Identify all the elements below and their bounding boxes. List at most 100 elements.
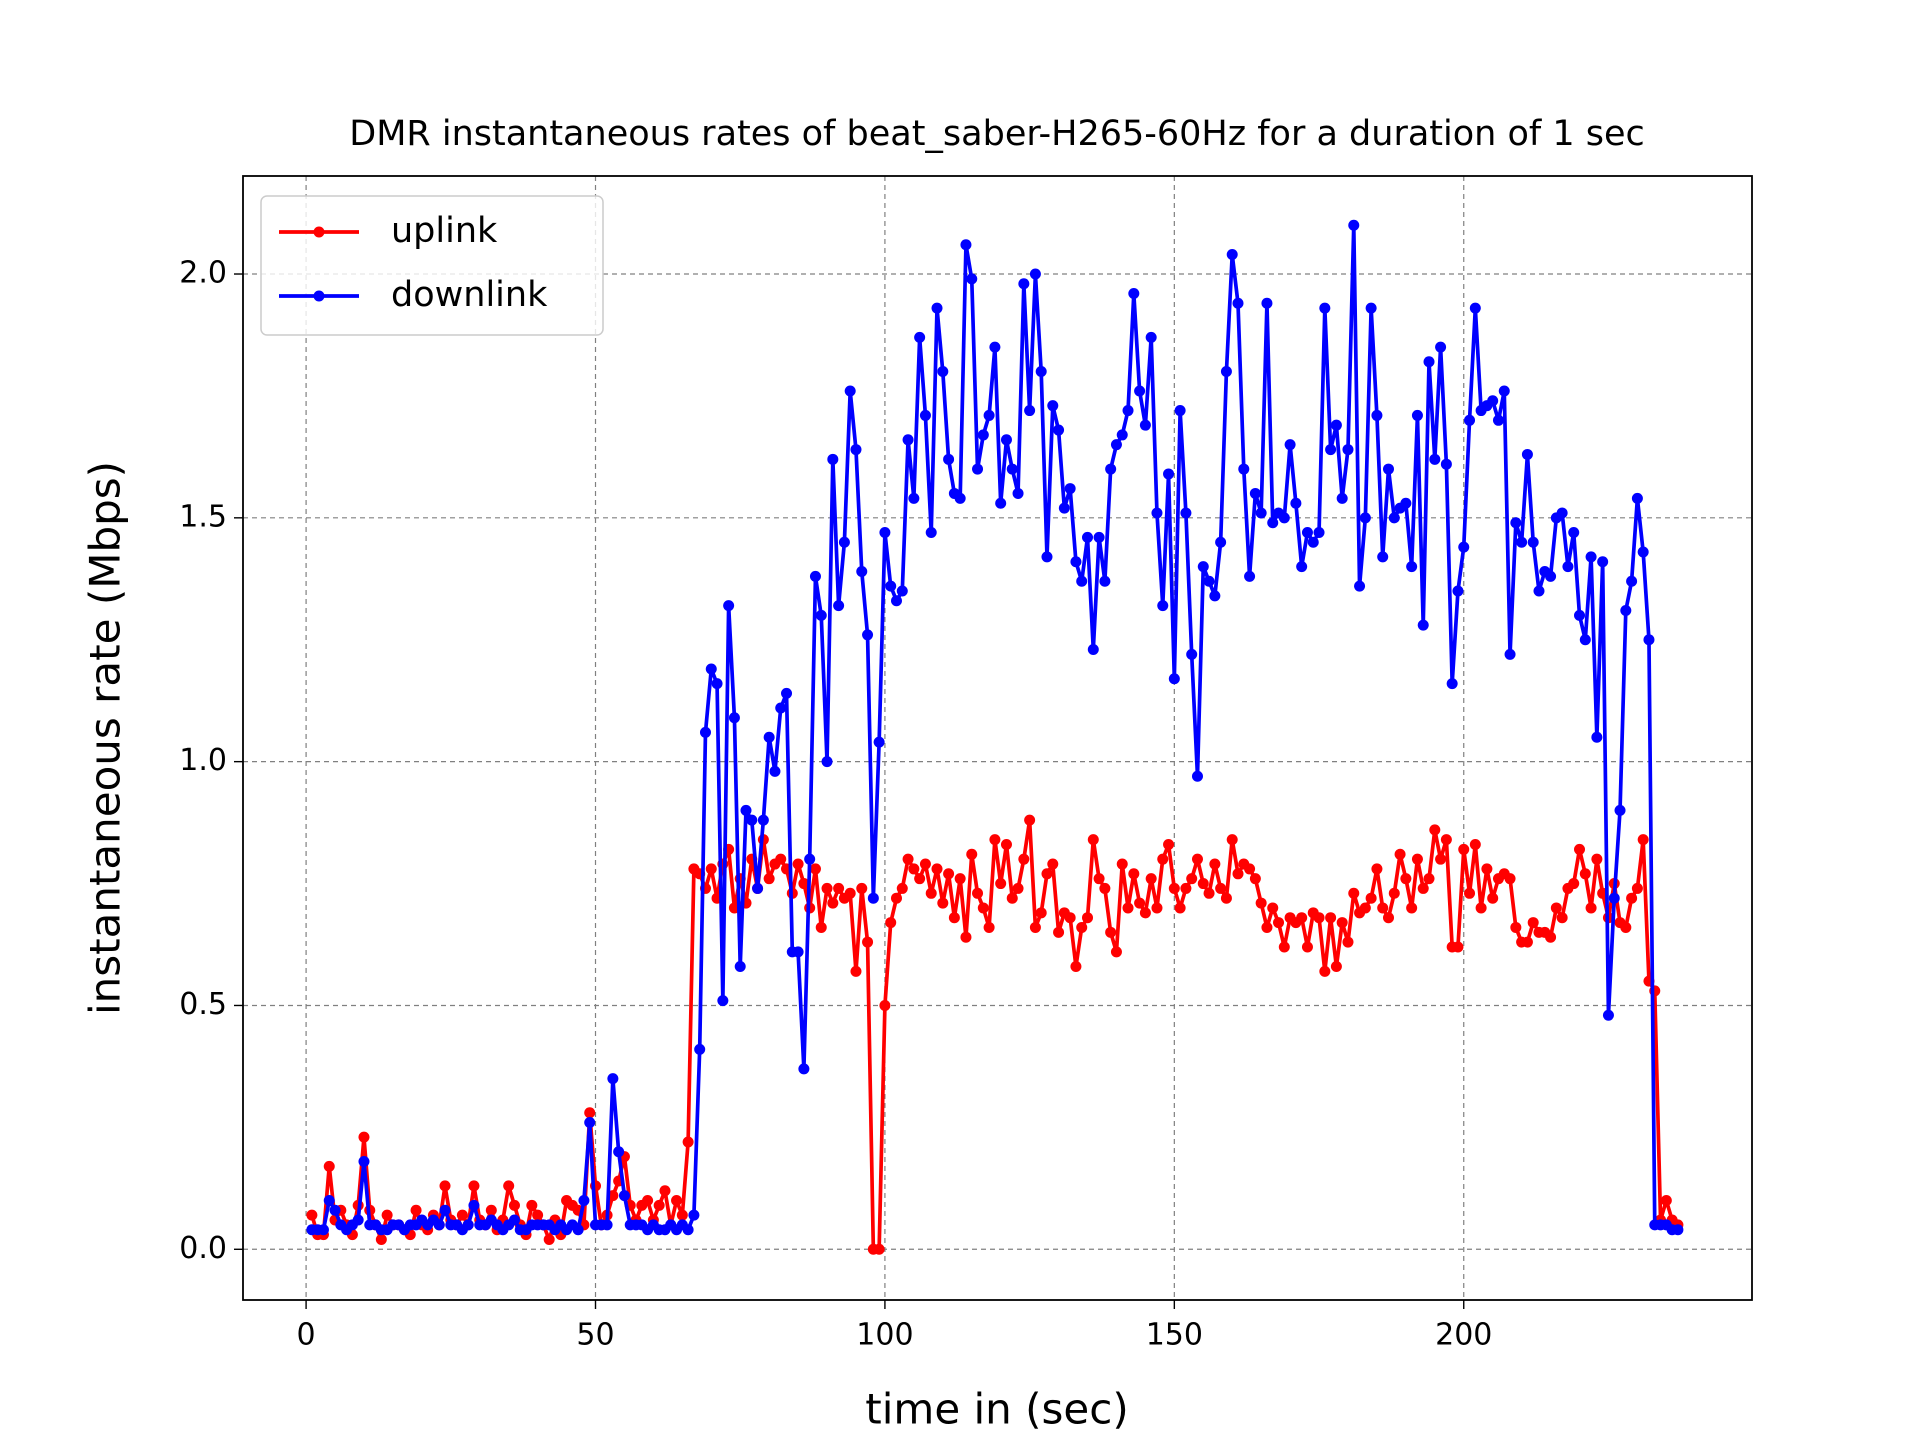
point <box>1475 902 1487 914</box>
point <box>1440 834 1452 846</box>
point <box>1377 902 1389 914</box>
point <box>919 858 931 870</box>
point <box>1492 414 1504 426</box>
point <box>439 1180 451 1192</box>
point <box>1134 385 1146 397</box>
point <box>989 834 1001 846</box>
point <box>1626 575 1638 587</box>
point <box>1261 297 1273 309</box>
point <box>1348 887 1360 899</box>
point <box>919 409 931 421</box>
point <box>1273 917 1285 929</box>
point <box>1585 902 1597 914</box>
point <box>948 912 960 924</box>
point <box>1012 882 1024 894</box>
point <box>1417 619 1429 631</box>
point <box>1406 561 1418 573</box>
point <box>1371 409 1383 421</box>
point <box>1168 673 1180 685</box>
point <box>1574 843 1586 855</box>
point <box>1400 497 1412 509</box>
point <box>815 921 827 933</box>
point <box>1313 526 1325 538</box>
point <box>1122 405 1134 417</box>
point <box>1423 356 1435 368</box>
point <box>867 892 879 904</box>
point <box>1660 1195 1672 1207</box>
point <box>1134 897 1146 909</box>
point <box>1620 921 1632 933</box>
point <box>1145 331 1157 343</box>
point <box>1006 892 1018 904</box>
point <box>1614 804 1626 816</box>
point <box>798 1063 810 1075</box>
point <box>1435 853 1447 865</box>
point <box>925 526 937 538</box>
point <box>1041 551 1053 563</box>
y-tick-label: 2.0 <box>179 256 227 291</box>
plot-frame <box>242 175 1753 1301</box>
y-tick-label: 0.0 <box>179 1231 227 1266</box>
point <box>966 848 978 860</box>
point <box>1180 507 1192 519</box>
point <box>809 570 821 582</box>
point <box>873 1243 885 1255</box>
point <box>1105 926 1117 938</box>
point <box>943 868 955 880</box>
point <box>1440 458 1452 470</box>
point <box>1377 551 1389 563</box>
point <box>815 609 827 621</box>
point <box>1620 604 1632 616</box>
point <box>699 726 711 738</box>
point <box>1510 517 1522 529</box>
point <box>439 1204 451 1216</box>
x-tick-label: 200 <box>1435 1318 1492 1353</box>
point <box>433 1219 445 1231</box>
point <box>1093 531 1105 543</box>
legend-marker <box>313 290 325 302</box>
point <box>1070 556 1082 568</box>
point <box>1382 463 1394 475</box>
point <box>1504 648 1516 660</box>
point <box>1464 414 1476 426</box>
point <box>526 1199 538 1211</box>
point <box>1082 531 1094 543</box>
point <box>1087 643 1099 655</box>
point <box>1643 634 1655 646</box>
point <box>873 736 885 748</box>
point <box>607 1073 619 1085</box>
point <box>688 1209 700 1221</box>
point <box>1330 419 1342 431</box>
point <box>1029 268 1041 280</box>
point <box>902 434 914 446</box>
point <box>1568 526 1580 538</box>
point <box>1290 497 1302 509</box>
point <box>1053 424 1065 436</box>
point <box>1058 502 1070 514</box>
y-tick-label: 0.5 <box>179 987 227 1022</box>
point <box>775 853 787 865</box>
point <box>1261 921 1273 933</box>
legend-label: downlink <box>391 275 548 315</box>
point <box>1186 648 1198 660</box>
y-axis-label: instantaneous rate (Mbps) <box>81 461 130 1015</box>
point <box>1122 902 1134 914</box>
point <box>1024 405 1036 417</box>
point <box>1180 882 1192 894</box>
point <box>1301 941 1313 953</box>
point <box>954 873 966 885</box>
point <box>1365 892 1377 904</box>
point <box>781 687 793 699</box>
point <box>1435 341 1447 353</box>
point <box>995 497 1007 509</box>
point <box>1510 921 1522 933</box>
point <box>879 526 891 538</box>
point <box>1637 834 1649 846</box>
point <box>1313 912 1325 924</box>
point <box>618 1190 630 1202</box>
point <box>1452 941 1464 953</box>
point <box>1244 570 1256 582</box>
point <box>734 960 746 972</box>
point <box>1047 400 1059 412</box>
point <box>1359 902 1371 914</box>
